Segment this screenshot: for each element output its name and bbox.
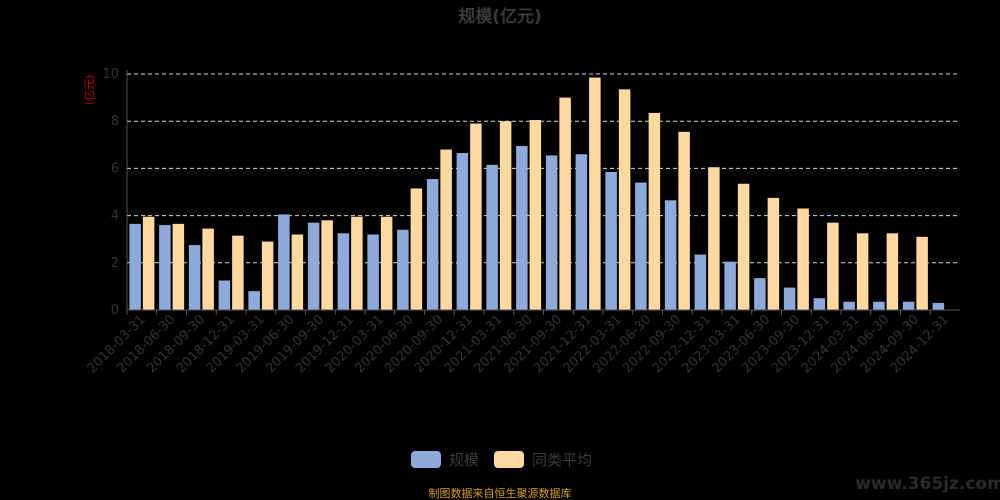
bar-peer-average[interactable] — [172, 223, 185, 310]
bar-peer-average[interactable] — [856, 233, 869, 310]
bar-scale[interactable] — [129, 223, 141, 310]
bar-scale[interactable] — [843, 301, 855, 310]
bar-peer-average[interactable] — [737, 183, 750, 310]
bar-peer-average[interactable] — [678, 131, 690, 310]
chart-title: 规模(亿元) — [458, 6, 542, 27]
bar-scale[interactable] — [397, 229, 409, 310]
bar-peer-average[interactable] — [886, 233, 899, 310]
bar-scale[interactable] — [902, 301, 915, 310]
bar-scale[interactable] — [218, 280, 231, 311]
bar-scale[interactable] — [188, 245, 201, 310]
bar-peer-average[interactable] — [499, 121, 512, 310]
bar-peer-average[interactable] — [797, 208, 809, 310]
bar-peer-average[interactable] — [440, 149, 452, 310]
bar-peer-average[interactable] — [470, 123, 482, 310]
bar-peer-average[interactable] — [142, 216, 155, 310]
y-tick-label: 6 — [111, 161, 119, 176]
bar-scale[interactable] — [873, 301, 885, 310]
bar-scale[interactable] — [486, 164, 498, 310]
bar-scale[interactable] — [932, 302, 945, 310]
bar-peer-average[interactable] — [648, 112, 661, 310]
bar-scale[interactable] — [337, 233, 350, 310]
bar-scale[interactable] — [635, 182, 647, 310]
bar-scale[interactable] — [159, 225, 171, 310]
bar-scale[interactable] — [754, 278, 766, 310]
bar-peer-average[interactable] — [708, 167, 720, 310]
bar-peer-average[interactable] — [291, 234, 304, 310]
bar-scale[interactable] — [605, 171, 617, 310]
legend[interactable]: 规模 同类平均 — [411, 451, 592, 469]
bar-peer-average[interactable] — [261, 241, 274, 310]
y-tick-label: 10 — [102, 67, 119, 82]
legend-label-scale[interactable]: 规模 — [449, 451, 479, 469]
bar-scale[interactable] — [664, 200, 677, 310]
bar-scale[interactable] — [545, 155, 558, 310]
legend-swatch-peer-average[interactable] — [494, 451, 524, 468]
y-tick-label: 8 — [111, 114, 119, 129]
bar-peer-average[interactable] — [559, 97, 571, 310]
y-tick-label: 4 — [111, 209, 119, 224]
bar-scale[interactable] — [367, 234, 379, 310]
bar-scale[interactable] — [813, 298, 826, 310]
bar-peer-average[interactable] — [380, 216, 393, 310]
bar-scale[interactable] — [575, 154, 588, 310]
grid — [127, 73, 960, 264]
bar-peer-average[interactable] — [410, 188, 423, 310]
bar-peer-average[interactable] — [589, 77, 601, 310]
bar-peer-average[interactable] — [827, 222, 839, 310]
bar-scale[interactable] — [456, 153, 469, 310]
bar-scale[interactable] — [248, 291, 260, 310]
y-tick-label: 0 — [111, 303, 119, 318]
bar-peer-average[interactable] — [202, 228, 214, 310]
bar-scale[interactable] — [278, 214, 290, 310]
bar-scale[interactable] — [694, 254, 707, 310]
bar-scale[interactable] — [307, 222, 320, 310]
bar-peer-average[interactable] — [321, 220, 333, 310]
bar-scale[interactable] — [516, 145, 528, 310]
watermark: www.365jz.com — [855, 474, 1000, 494]
legend-swatch-scale[interactable] — [411, 451, 441, 468]
bar-peer-average[interactable] — [232, 235, 244, 310]
data-source-note: 制图数据来自恒生聚源数据库 — [429, 486, 572, 500]
bar-peer-average[interactable] — [351, 216, 363, 310]
bar-peer-average[interactable] — [618, 89, 631, 310]
bar-peer-average[interactable] — [767, 197, 780, 310]
bar-scale[interactable] — [426, 179, 439, 310]
bars — [129, 77, 945, 311]
bar-scale[interactable] — [724, 261, 736, 310]
bar-peer-average[interactable] — [529, 120, 542, 311]
y-axis-label: (亿元) — [83, 75, 96, 106]
bar-scale[interactable] — [783, 287, 796, 310]
y-tick-label: 2 — [111, 256, 119, 271]
bar-peer-average[interactable] — [916, 236, 928, 310]
legend-label-peer-average[interactable]: 同类平均 — [532, 451, 592, 469]
